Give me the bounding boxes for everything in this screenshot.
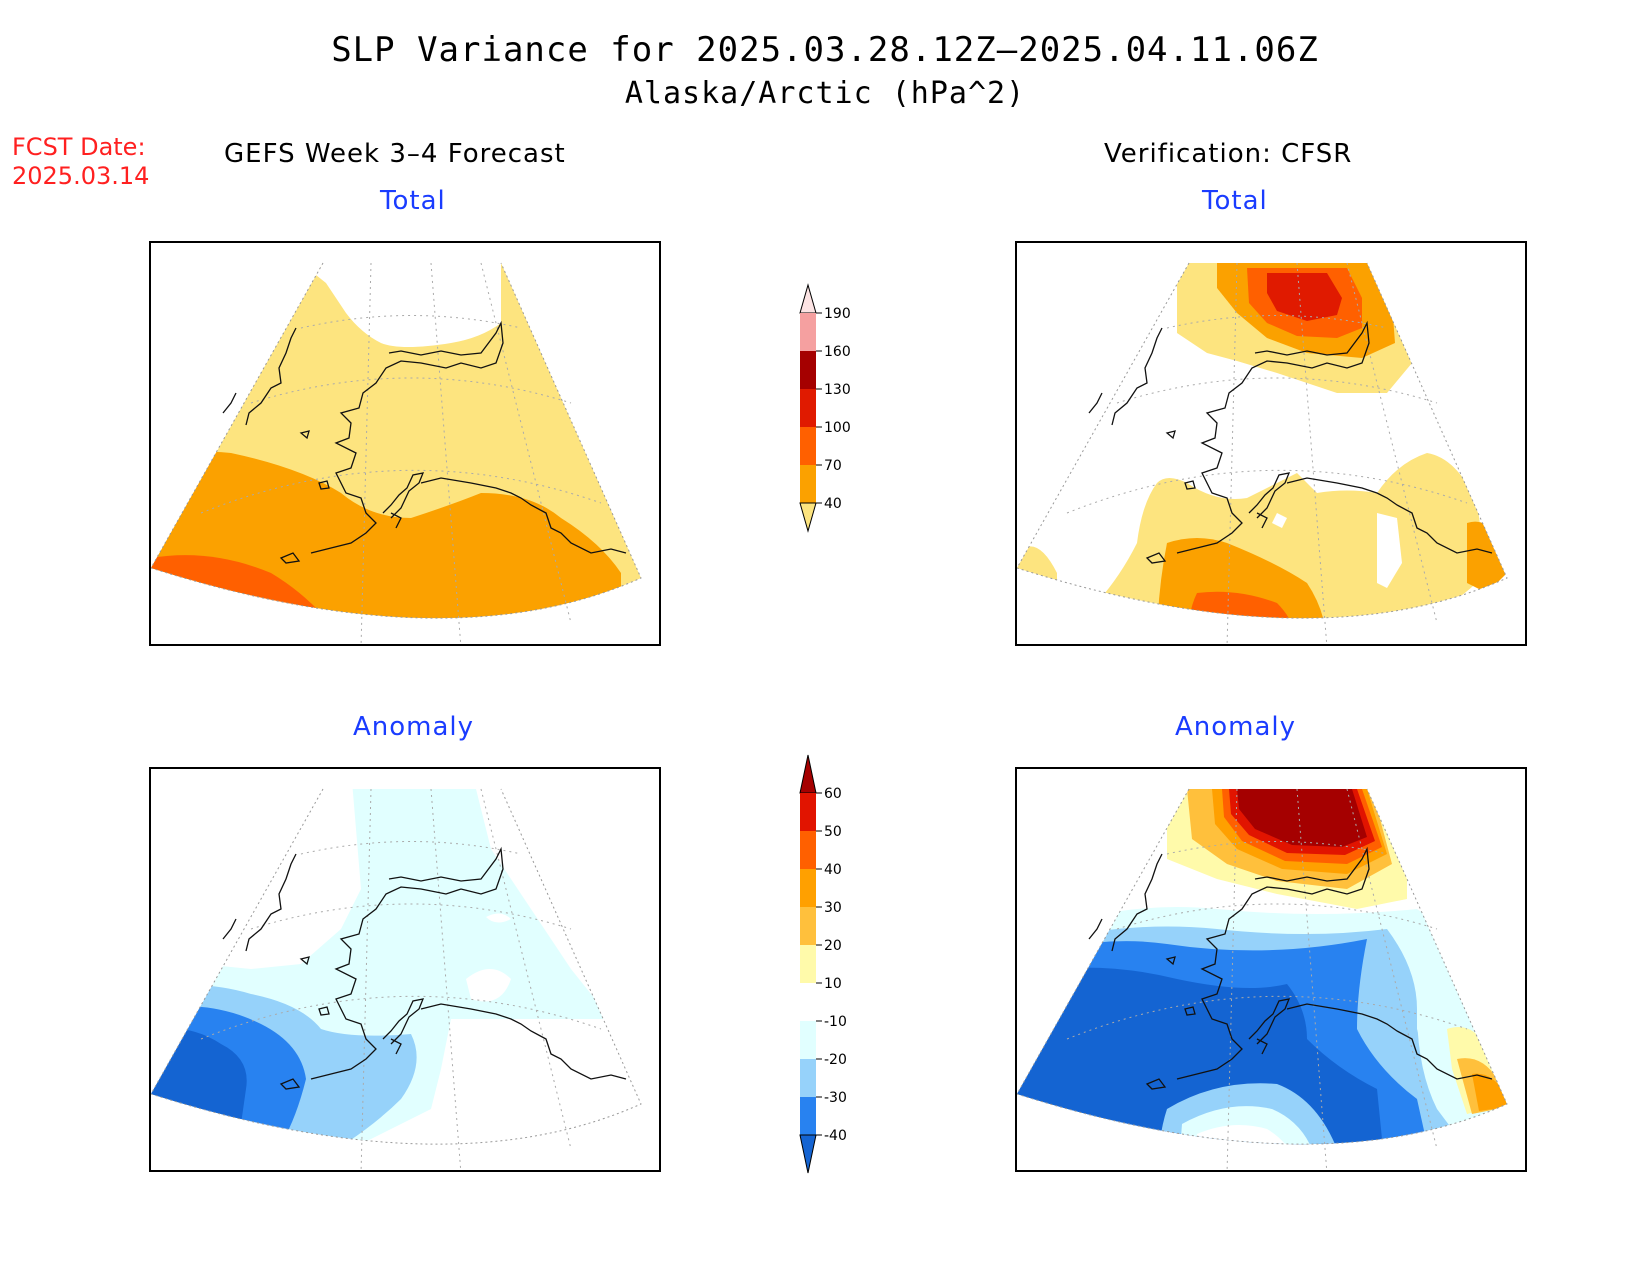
- colorbar-segment: [800, 427, 816, 465]
- map-cfsr-anomaly: [1015, 767, 1527, 1172]
- colorbar-segment: [800, 465, 816, 503]
- colorbar-tick-label: 60: [824, 786, 842, 802]
- colorbar-tick-label: 190: [824, 306, 851, 322]
- colorbar-tick-label: -20: [824, 1052, 847, 1068]
- colorbar-segment: [800, 793, 816, 831]
- colorbar-tick-label: 100: [824, 420, 851, 436]
- colorbar-tick-label: 130: [824, 382, 851, 398]
- colorbar-top-triangle: [799, 283, 817, 314]
- colorbar-bottom-triangle: [799, 1134, 817, 1174]
- colorbar-tick-label: 50: [824, 824, 842, 840]
- colorbar-tick-label: 40: [824, 496, 842, 512]
- colorbar-anomaly: -40 -30 -20 -10 10 20 30 40 50 60: [799, 754, 847, 1174]
- map-cfsr-total: [1015, 241, 1527, 646]
- colorbar-segment: [800, 313, 816, 351]
- colorbar-segment: [800, 831, 816, 869]
- colorbar-total: 40 70 100 130 160 190 220: [799, 280, 851, 533]
- colorbar-tick-label: -30: [824, 1090, 847, 1106]
- bottom-left-panel-title: Anomaly: [353, 712, 475, 742]
- figure-subtitle: Alaska/Arctic (hPa^2): [624, 76, 1026, 111]
- colorbar-segment: [800, 983, 816, 1021]
- colorbar-segment: [800, 907, 816, 945]
- colorbar-tick-label: 220: [824, 280, 851, 284]
- colorbar-tick-label: 40: [824, 862, 842, 878]
- colorbar-segment: [800, 351, 816, 389]
- colorbar-segment: [800, 389, 816, 427]
- right-column-heading: Verification: CFSR: [1104, 139, 1353, 169]
- colorbar-tick-label: 70: [824, 458, 842, 474]
- colorbar-tick-label: 160: [824, 344, 851, 360]
- fcst-date-value: 2025.03.14: [12, 162, 150, 190]
- colorbar-bottom-triangle: [799, 502, 817, 533]
- colorbar-segment: [800, 945, 816, 983]
- colorbar-tick-label: -10: [824, 1014, 847, 1030]
- colorbar-tick-label: 20: [824, 938, 842, 954]
- colorbar-segment: [800, 1021, 816, 1059]
- top-right-panel-title: Total: [1202, 186, 1268, 216]
- colorbar-tick-label: 10: [824, 976, 842, 992]
- colorbar-segment: [800, 869, 816, 907]
- top-left-panel-title: Total: [380, 186, 446, 216]
- map-gefs-total: [149, 241, 661, 646]
- colorbar-segment: [800, 1097, 816, 1135]
- fcst-date-label: FCST Date:: [12, 133, 146, 161]
- colorbar-tick-label: 30: [824, 900, 842, 916]
- figure-title: SLP Variance for 2025.03.28.12Z–2025.04.…: [331, 30, 1319, 70]
- colorbar-tick-label: -40: [824, 1128, 847, 1144]
- left-column-heading: GEFS Week 3–4 Forecast: [224, 139, 566, 169]
- bottom-right-panel-title: Anomaly: [1175, 712, 1297, 742]
- map-gefs-anomaly: [149, 767, 661, 1172]
- colorbar-segment: [800, 1059, 816, 1097]
- colorbar-top-triangle: [799, 754, 817, 794]
